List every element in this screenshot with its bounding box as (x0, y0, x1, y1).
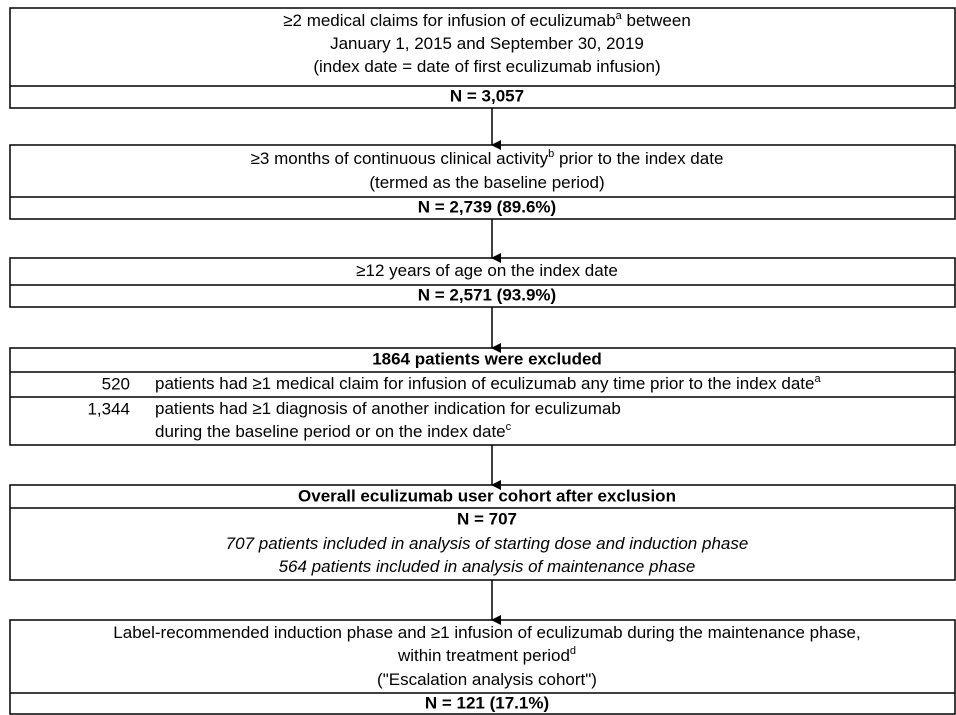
text-line: within treatment periodd (397, 645, 576, 666)
text-segment: prior to the index date (554, 149, 723, 168)
excluded-count: 520 (102, 374, 130, 393)
text-segment: 707 patients included in analysis of sta… (226, 534, 749, 553)
text-segment: Label-recommended induction phase and ≥1… (113, 623, 860, 642)
text-line: January 1, 2015 and September 30, 2019 (330, 34, 644, 53)
text-line: ≥12 years of age on the index date (356, 261, 618, 280)
text-segment: ≥2 medical claims for infusion of eculiz… (283, 11, 615, 30)
box (9, 7, 956, 109)
text-segment: within treatment period (397, 646, 570, 665)
text-segment: ≥12 years of age on the index date (356, 261, 618, 280)
text-segment: patients had ≥1 diagnosis of another ind… (155, 399, 621, 418)
count-label: N = 2,571 (93.9%) (418, 285, 556, 304)
count-label: Overall eculizumab user cohort after exc… (298, 486, 676, 505)
count-label: N = 3,057 (450, 86, 524, 105)
text-line: Label-recommended induction phase and ≥1… (113, 623, 860, 642)
count-label: N = 2,739 (89.6%) (418, 197, 556, 216)
superscript: a (616, 10, 623, 22)
superscript: c (506, 421, 512, 433)
superscript: d (570, 645, 576, 657)
text-segment: ("Escalation analysis cohort") (377, 670, 597, 689)
text-segment: patients had ≥1 medical claim for infusi… (155, 374, 814, 393)
text-line: ≥3 months of continuous clinical activit… (251, 148, 724, 169)
text-line: patients had ≥1 medical claim for infusi… (155, 373, 821, 394)
superscript: b (548, 148, 554, 160)
count-label: N = 707 (457, 509, 517, 528)
count-label: N = 121 (17.1%) (425, 693, 549, 712)
text-line: ("Escalation analysis cohort") (377, 670, 597, 689)
text-line: patients had ≥1 diagnosis of another ind… (155, 399, 621, 418)
superscript: a (814, 373, 821, 385)
text-line: 707 patients included in analysis of sta… (226, 534, 749, 553)
box (9, 257, 956, 308)
text-segment: 564 patients included in analysis of mai… (279, 557, 696, 576)
box (9, 144, 956, 220)
text-segment: (termed as the baseline period) (369, 173, 604, 192)
text-segment: during the baseline period or on the ind… (155, 422, 506, 441)
text-segment: between (622, 11, 691, 30)
text-line: ≥2 medical claims for infusion of eculiz… (283, 10, 691, 31)
box (9, 484, 956, 581)
text-line: (termed as the baseline period) (369, 173, 604, 192)
text-line: during the baseline period or on the ind… (155, 421, 512, 442)
text-segment: (index date = date of first eculizumab i… (313, 57, 660, 76)
text-segment: ≥3 months of continuous clinical activit… (251, 149, 549, 168)
count-label: 1864 patients were excluded (372, 349, 602, 368)
box (9, 619, 956, 715)
text-line: (index date = date of first eculizumab i… (313, 57, 660, 76)
excluded-count: 1,344 (87, 399, 130, 418)
text-segment: January 1, 2015 and September 30, 2019 (330, 34, 644, 53)
text-line: 564 patients included in analysis of mai… (279, 557, 696, 576)
